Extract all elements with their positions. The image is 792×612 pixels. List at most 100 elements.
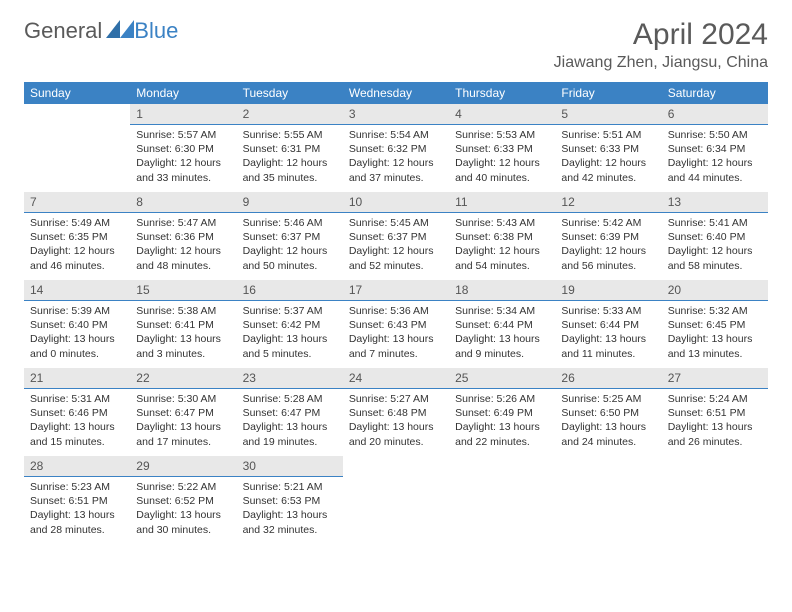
day-number: 26 [555, 368, 661, 389]
day-details: Sunrise: 5:54 AMSunset: 6:32 PMDaylight:… [343, 125, 449, 191]
logo-icon [106, 18, 134, 44]
calendar-day-cell: 18Sunrise: 5:34 AMSunset: 6:44 PMDayligh… [449, 280, 555, 368]
calendar-day-cell: 2Sunrise: 5:55 AMSunset: 6:31 PMDaylight… [237, 104, 343, 192]
calendar-day-cell: 7Sunrise: 5:49 AMSunset: 6:35 PMDaylight… [24, 192, 130, 280]
day-number: 5 [555, 104, 661, 125]
calendar-day-cell: 8Sunrise: 5:47 AMSunset: 6:36 PMDaylight… [130, 192, 236, 280]
day-number: 25 [449, 368, 555, 389]
day-number: 19 [555, 280, 661, 301]
day-details: Sunrise: 5:23 AMSunset: 6:51 PMDaylight:… [24, 477, 130, 543]
calendar-day-cell: 6Sunrise: 5:50 AMSunset: 6:34 PMDaylight… [662, 104, 768, 192]
calendar-day-cell: 22Sunrise: 5:30 AMSunset: 6:47 PMDayligh… [130, 368, 236, 456]
day-number: 2 [237, 104, 343, 125]
day-number: 10 [343, 192, 449, 213]
day-details: Sunrise: 5:25 AMSunset: 6:50 PMDaylight:… [555, 389, 661, 455]
calendar-day-cell: 19Sunrise: 5:33 AMSunset: 6:44 PMDayligh… [555, 280, 661, 368]
calendar-day-cell: 4Sunrise: 5:53 AMSunset: 6:33 PMDaylight… [449, 104, 555, 192]
day-details: Sunrise: 5:38 AMSunset: 6:41 PMDaylight:… [130, 301, 236, 367]
day-details: Sunrise: 5:49 AMSunset: 6:35 PMDaylight:… [24, 213, 130, 279]
day-number: 30 [237, 456, 343, 477]
logo-text-blue: Blue [134, 18, 178, 44]
calendar-week-row: 7Sunrise: 5:49 AMSunset: 6:35 PMDaylight… [24, 192, 768, 280]
calendar-day-cell [662, 456, 768, 544]
calendar-day-cell [343, 456, 449, 544]
calendar-day-cell: 26Sunrise: 5:25 AMSunset: 6:50 PMDayligh… [555, 368, 661, 456]
day-number: 15 [130, 280, 236, 301]
day-number: 1 [130, 104, 236, 125]
day-number: 22 [130, 368, 236, 389]
weekday-header: Tuesday [237, 82, 343, 104]
day-details: Sunrise: 5:55 AMSunset: 6:31 PMDaylight:… [237, 125, 343, 191]
day-number: 21 [24, 368, 130, 389]
calendar-week-row: 1Sunrise: 5:57 AMSunset: 6:30 PMDaylight… [24, 104, 768, 192]
header: General Blue April 2024 Jiawang Zhen, Ji… [24, 18, 768, 72]
month-title: April 2024 [554, 18, 768, 52]
calendar-day-cell [449, 456, 555, 544]
calendar-day-cell: 20Sunrise: 5:32 AMSunset: 6:45 PMDayligh… [662, 280, 768, 368]
calendar-day-cell: 3Sunrise: 5:54 AMSunset: 6:32 PMDaylight… [343, 104, 449, 192]
day-number: 16 [237, 280, 343, 301]
calendar-day-cell: 9Sunrise: 5:46 AMSunset: 6:37 PMDaylight… [237, 192, 343, 280]
day-number: 13 [662, 192, 768, 213]
calendar-week-row: 14Sunrise: 5:39 AMSunset: 6:40 PMDayligh… [24, 280, 768, 368]
calendar-day-cell: 11Sunrise: 5:43 AMSunset: 6:38 PMDayligh… [449, 192, 555, 280]
calendar-day-cell: 23Sunrise: 5:28 AMSunset: 6:47 PMDayligh… [237, 368, 343, 456]
day-details: Sunrise: 5:47 AMSunset: 6:36 PMDaylight:… [130, 213, 236, 279]
day-details: Sunrise: 5:36 AMSunset: 6:43 PMDaylight:… [343, 301, 449, 367]
calendar-day-cell: 1Sunrise: 5:57 AMSunset: 6:30 PMDaylight… [130, 104, 236, 192]
day-number: 12 [555, 192, 661, 213]
day-details: Sunrise: 5:37 AMSunset: 6:42 PMDaylight:… [237, 301, 343, 367]
calendar-day-cell: 24Sunrise: 5:27 AMSunset: 6:48 PMDayligh… [343, 368, 449, 456]
day-number: 24 [343, 368, 449, 389]
day-details: Sunrise: 5:51 AMSunset: 6:33 PMDaylight:… [555, 125, 661, 191]
day-details: Sunrise: 5:21 AMSunset: 6:53 PMDaylight:… [237, 477, 343, 543]
calendar-day-cell: 13Sunrise: 5:41 AMSunset: 6:40 PMDayligh… [662, 192, 768, 280]
day-details: Sunrise: 5:24 AMSunset: 6:51 PMDaylight:… [662, 389, 768, 455]
weekday-header-row: SundayMondayTuesdayWednesdayThursdayFrid… [24, 82, 768, 104]
calendar-day-cell: 15Sunrise: 5:38 AMSunset: 6:41 PMDayligh… [130, 280, 236, 368]
day-number: 18 [449, 280, 555, 301]
day-number: 4 [449, 104, 555, 125]
calendar-day-cell [24, 104, 130, 192]
day-number: 11 [449, 192, 555, 213]
logo-text-general: General [24, 18, 102, 44]
calendar-day-cell: 28Sunrise: 5:23 AMSunset: 6:51 PMDayligh… [24, 456, 130, 544]
calendar-table: SundayMondayTuesdayWednesdayThursdayFrid… [24, 82, 768, 544]
day-number: 29 [130, 456, 236, 477]
title-block: April 2024 Jiawang Zhen, Jiangsu, China [554, 18, 768, 72]
day-details: Sunrise: 5:32 AMSunset: 6:45 PMDaylight:… [662, 301, 768, 367]
calendar-week-row: 28Sunrise: 5:23 AMSunset: 6:51 PMDayligh… [24, 456, 768, 544]
calendar-day-cell: 14Sunrise: 5:39 AMSunset: 6:40 PMDayligh… [24, 280, 130, 368]
calendar-day-cell: 30Sunrise: 5:21 AMSunset: 6:53 PMDayligh… [237, 456, 343, 544]
day-details: Sunrise: 5:33 AMSunset: 6:44 PMDaylight:… [555, 301, 661, 367]
day-details: Sunrise: 5:22 AMSunset: 6:52 PMDaylight:… [130, 477, 236, 543]
day-number: 14 [24, 280, 130, 301]
weekday-header: Thursday [449, 82, 555, 104]
calendar-day-cell: 16Sunrise: 5:37 AMSunset: 6:42 PMDayligh… [237, 280, 343, 368]
calendar-day-cell: 17Sunrise: 5:36 AMSunset: 6:43 PMDayligh… [343, 280, 449, 368]
day-details: Sunrise: 5:46 AMSunset: 6:37 PMDaylight:… [237, 213, 343, 279]
day-number: 8 [130, 192, 236, 213]
day-number: 6 [662, 104, 768, 125]
day-details: Sunrise: 5:50 AMSunset: 6:34 PMDaylight:… [662, 125, 768, 191]
day-number: 20 [662, 280, 768, 301]
calendar-day-cell: 27Sunrise: 5:24 AMSunset: 6:51 PMDayligh… [662, 368, 768, 456]
day-details: Sunrise: 5:42 AMSunset: 6:39 PMDaylight:… [555, 213, 661, 279]
calendar-day-cell: 12Sunrise: 5:42 AMSunset: 6:39 PMDayligh… [555, 192, 661, 280]
calendar-day-cell: 25Sunrise: 5:26 AMSunset: 6:49 PMDayligh… [449, 368, 555, 456]
day-details: Sunrise: 5:45 AMSunset: 6:37 PMDaylight:… [343, 213, 449, 279]
calendar-day-cell [555, 456, 661, 544]
location: Jiawang Zhen, Jiangsu, China [554, 54, 768, 72]
day-number: 28 [24, 456, 130, 477]
weekday-header: Wednesday [343, 82, 449, 104]
weekday-header: Saturday [662, 82, 768, 104]
calendar-body: 1Sunrise: 5:57 AMSunset: 6:30 PMDaylight… [24, 104, 768, 544]
day-details: Sunrise: 5:31 AMSunset: 6:46 PMDaylight:… [24, 389, 130, 455]
day-number: 7 [24, 192, 130, 213]
day-details: Sunrise: 5:34 AMSunset: 6:44 PMDaylight:… [449, 301, 555, 367]
calendar-day-cell: 10Sunrise: 5:45 AMSunset: 6:37 PMDayligh… [343, 192, 449, 280]
weekday-header: Monday [130, 82, 236, 104]
day-details: Sunrise: 5:27 AMSunset: 6:48 PMDaylight:… [343, 389, 449, 455]
calendar-day-cell: 5Sunrise: 5:51 AMSunset: 6:33 PMDaylight… [555, 104, 661, 192]
day-details: Sunrise: 5:28 AMSunset: 6:47 PMDaylight:… [237, 389, 343, 455]
